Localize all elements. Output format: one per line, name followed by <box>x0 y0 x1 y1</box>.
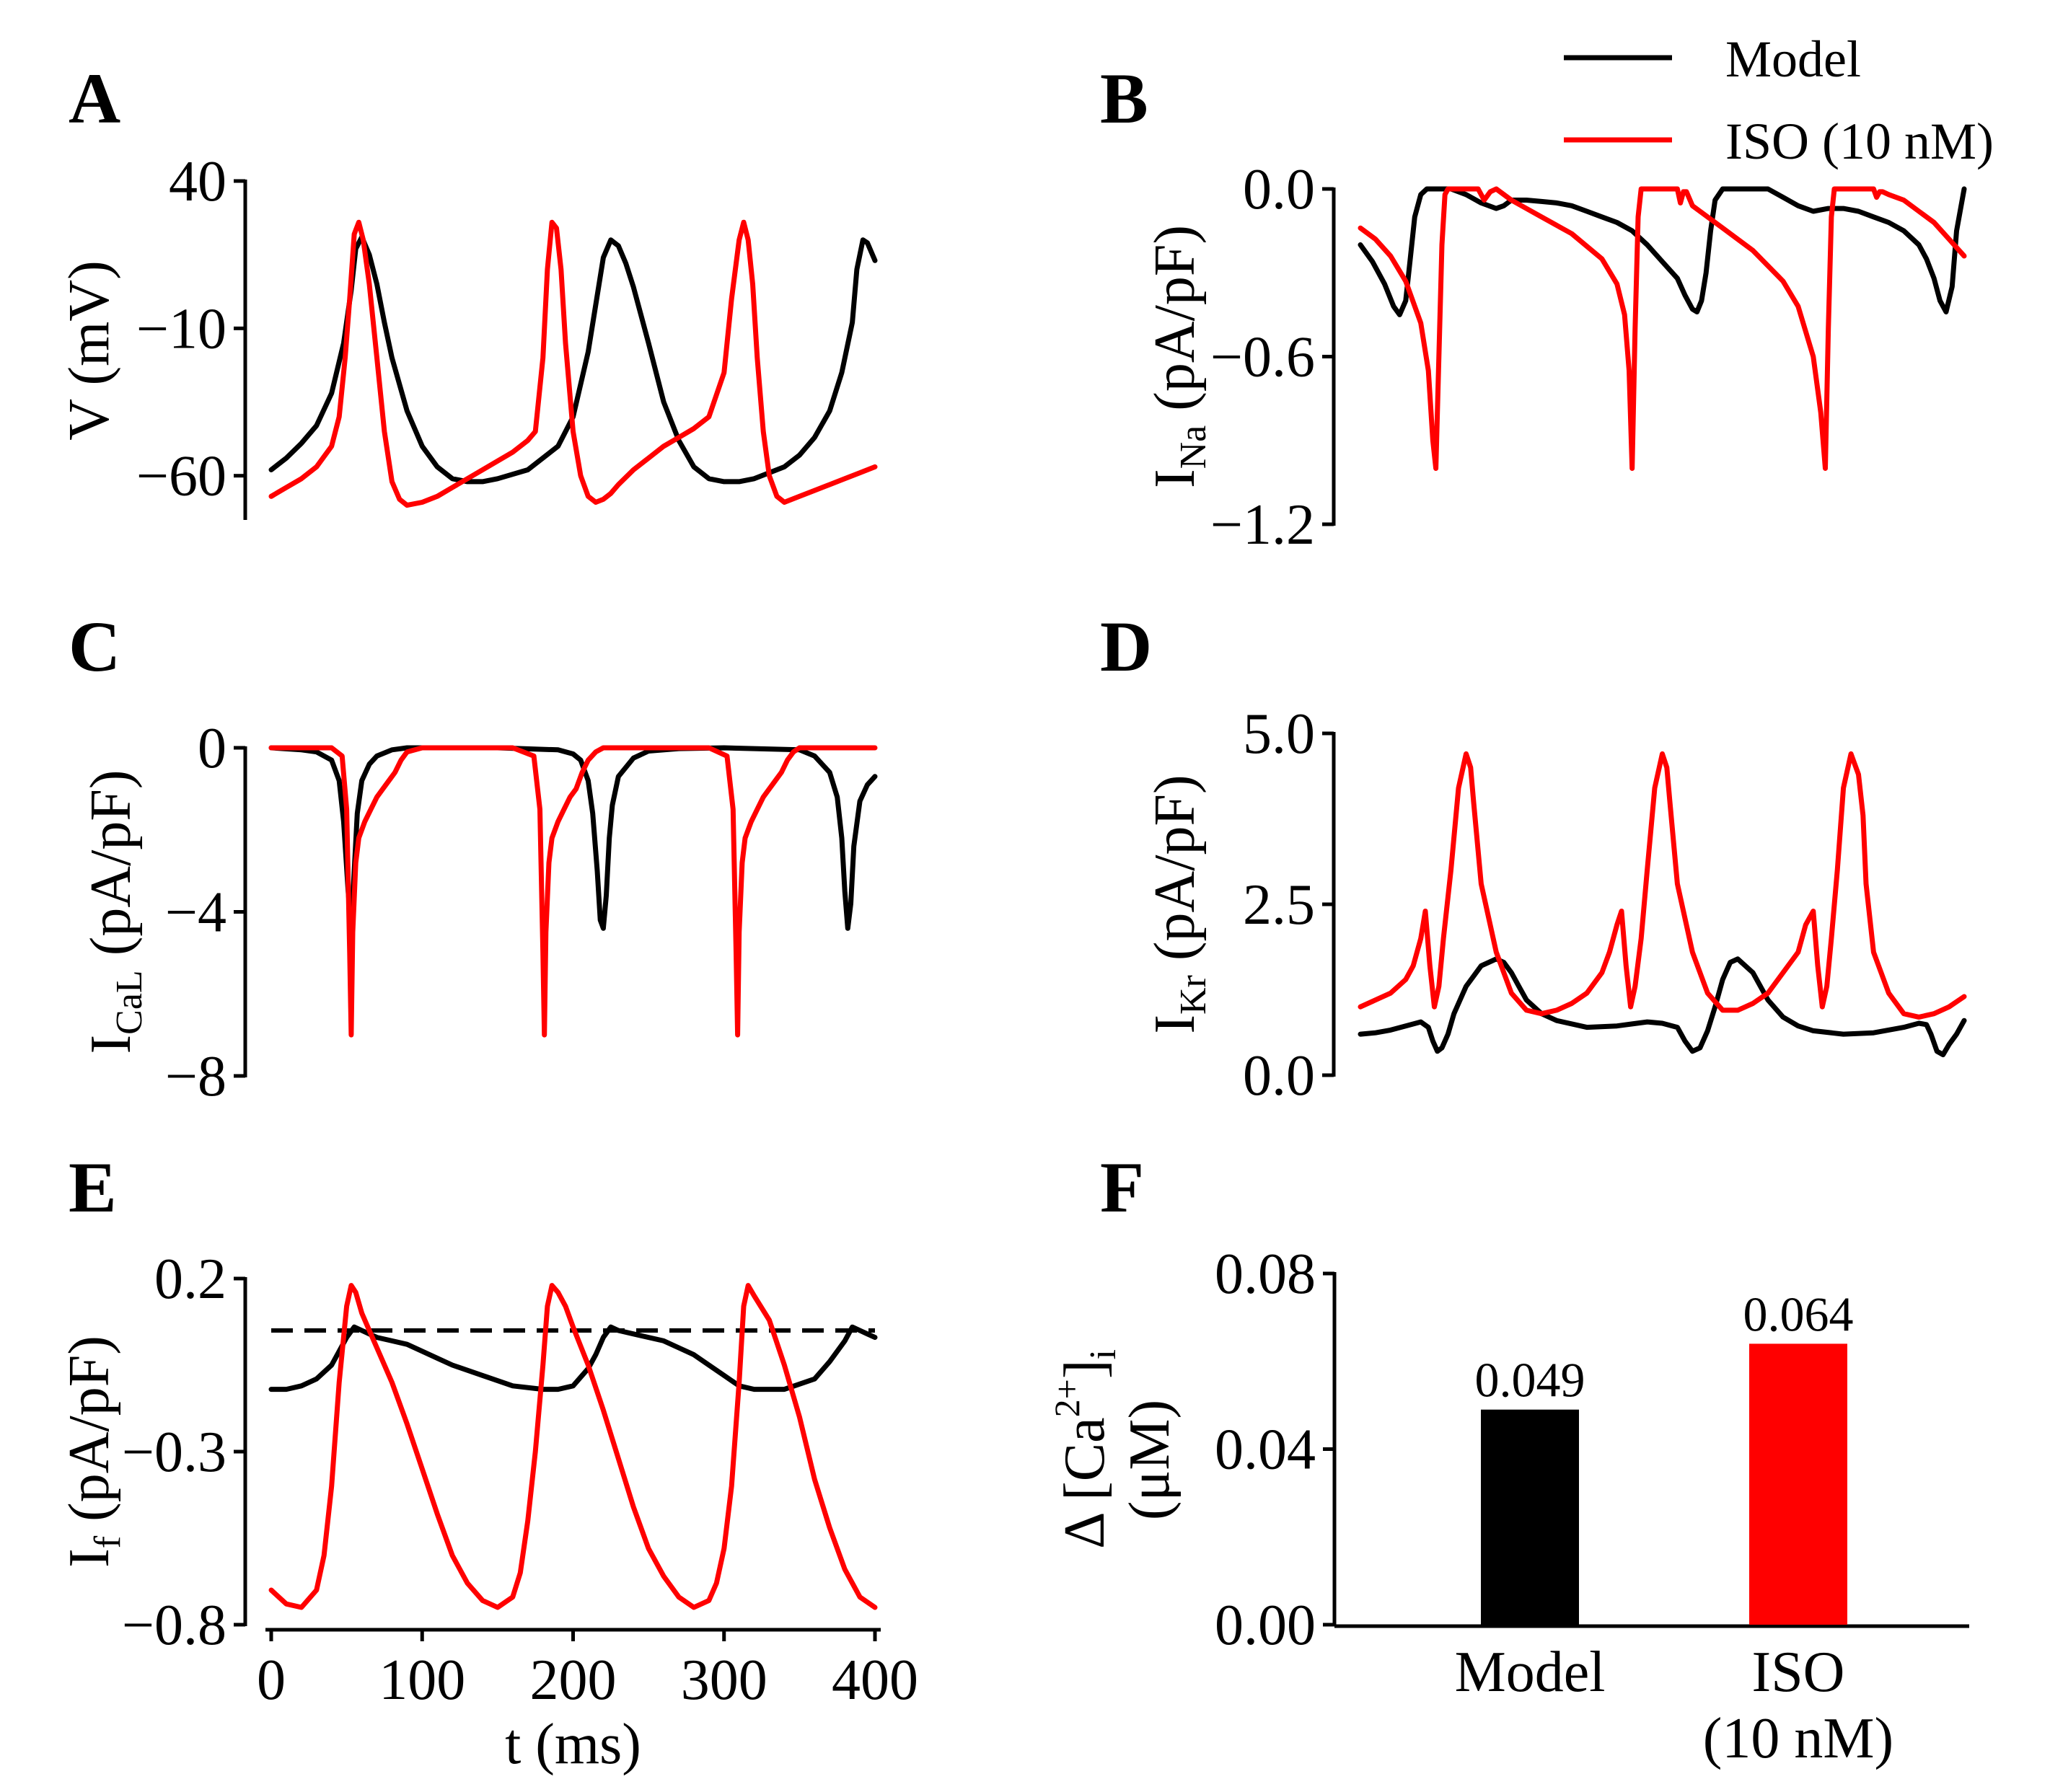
y-axis-label: V (mV) <box>58 260 121 441</box>
series-model-line <box>1358 186 1967 317</box>
x-category-label: ISO <box>1752 1641 1845 1704</box>
y-axis-label-main: I <box>1143 469 1207 488</box>
y-tick-label: 0.08 <box>1215 1243 1316 1306</box>
y-tick-label: −10 <box>136 297 226 361</box>
series-iso-line <box>1358 751 1967 1020</box>
series-iso-line <box>268 219 878 508</box>
y-tick-label: −1.2 <box>1210 493 1315 557</box>
y-tick-label: −4 <box>165 881 226 945</box>
panel-letter-b: B <box>1100 58 1148 138</box>
x-tick-label: 300 <box>681 1648 767 1712</box>
y-tick-label: 40 <box>169 150 226 213</box>
y-axis-label: Δ [Ca2+]i <box>1047 1349 1124 1549</box>
legend: Model ISO (10 nM) <box>1564 30 1994 170</box>
y-axis-label-unit: (μM) <box>1118 1400 1182 1520</box>
y-tick-label: 0.2 <box>154 1248 226 1311</box>
y-tick-label: 0.04 <box>1215 1418 1316 1482</box>
y-axis-label-main: I <box>1143 1015 1207 1034</box>
y-tick-label: 0 <box>198 717 226 780</box>
panel-letter-f: F <box>1100 1147 1144 1227</box>
y-tick-label: −0.8 <box>122 1594 226 1657</box>
series-model-line <box>1358 956 1967 1058</box>
y-axis-label-unit: (pA/pF) <box>1143 225 1207 425</box>
y-axis-label-subscript: Na <box>1173 425 1214 469</box>
y-axis-label-main: Δ [Ca <box>1053 1417 1117 1549</box>
y-tick-label: −60 <box>136 445 226 508</box>
y-axis-label: If (pA/pF) <box>58 1336 128 1568</box>
x-category-label: Model <box>1455 1641 1606 1704</box>
y-axis-label-main: I <box>58 1548 121 1568</box>
panel-letter-c: C <box>69 606 120 687</box>
y-axis-label-subscript: Kr <box>1173 975 1214 1015</box>
y-tick-label: 0.00 <box>1215 1594 1316 1657</box>
y-axis-label-bracket: ] <box>1053 1360 1117 1380</box>
legend-label-model: Model <box>1725 30 1861 88</box>
panel-letter-d: D <box>1100 606 1152 687</box>
x-tick-label: 100 <box>379 1648 465 1712</box>
series-model-line <box>268 745 878 931</box>
y-axis-label: IKr (pA/pF) <box>1143 774 1214 1033</box>
y-axis-label: ICaL (pA/pF) <box>79 770 150 1054</box>
y-axis-label-unit: (pA/pF) <box>1143 774 1207 975</box>
y-tick-label: 0.0 <box>1243 158 1315 221</box>
y-axis-label: INa (pA/pF) <box>1143 225 1214 488</box>
x-tick-label: 200 <box>530 1648 617 1712</box>
y-axis-label-main: V (mV) <box>58 260 121 441</box>
series-iso-line <box>1358 186 1967 471</box>
bar-model <box>1481 1409 1579 1625</box>
y-axis-label-unit: (pA/pF) <box>58 1336 121 1536</box>
panel-f: F 0.08 0.04 0.00 0.049 Model 0.064 ISO(10 nM) Δ … <box>1047 1147 1969 1770</box>
y-tick-label: 5.0 <box>1243 702 1315 766</box>
y-tick-label: −0.6 <box>1210 326 1315 389</box>
y-axis-label-superscript: 2+ <box>1047 1379 1087 1417</box>
y-axis-label-subscript: CaL <box>109 970 150 1035</box>
bar-value-label: 0.049 <box>1475 1353 1585 1408</box>
series-iso-line <box>268 1283 878 1610</box>
y-axis-label-unit: (pA/pF) <box>79 770 143 971</box>
x-tick-label: 400 <box>832 1648 918 1712</box>
y-tick-label: −8 <box>165 1045 226 1108</box>
x-category-label: (10 nM) <box>1703 1707 1893 1770</box>
y-tick-label: 0.0 <box>1243 1044 1315 1108</box>
y-axis-label-main: I <box>79 1035 143 1054</box>
x-axis-label: t (ms) <box>505 1713 641 1776</box>
legend-label-iso: ISO (10 nM) <box>1725 112 1994 170</box>
series-iso-line <box>268 745 878 1038</box>
y-axis-label-subscript: i <box>1083 1349 1124 1359</box>
panel-d: D 5.0 2.5 0.0 IKr (pA/pF) <box>1100 606 1967 1108</box>
bar-iso <box>1749 1343 1847 1625</box>
panel-letter-e: E <box>69 1147 117 1227</box>
y-tick-label: 2.5 <box>1243 873 1315 937</box>
panel-e: E 0.2 −0.3 −0.8 0 100 200 300 400 t (ms) If (pA/pF… <box>58 1147 918 1776</box>
panel-a: A 40 −10 −60V (mV) <box>58 58 878 520</box>
bar-value-label: 0.064 <box>1743 1286 1854 1341</box>
x-tick-label: 0 <box>257 1648 286 1712</box>
y-tick-label: −0.3 <box>122 1421 226 1484</box>
y-axis-label-subscript: f <box>87 1535 128 1548</box>
panel-letter-a: A <box>69 58 120 138</box>
